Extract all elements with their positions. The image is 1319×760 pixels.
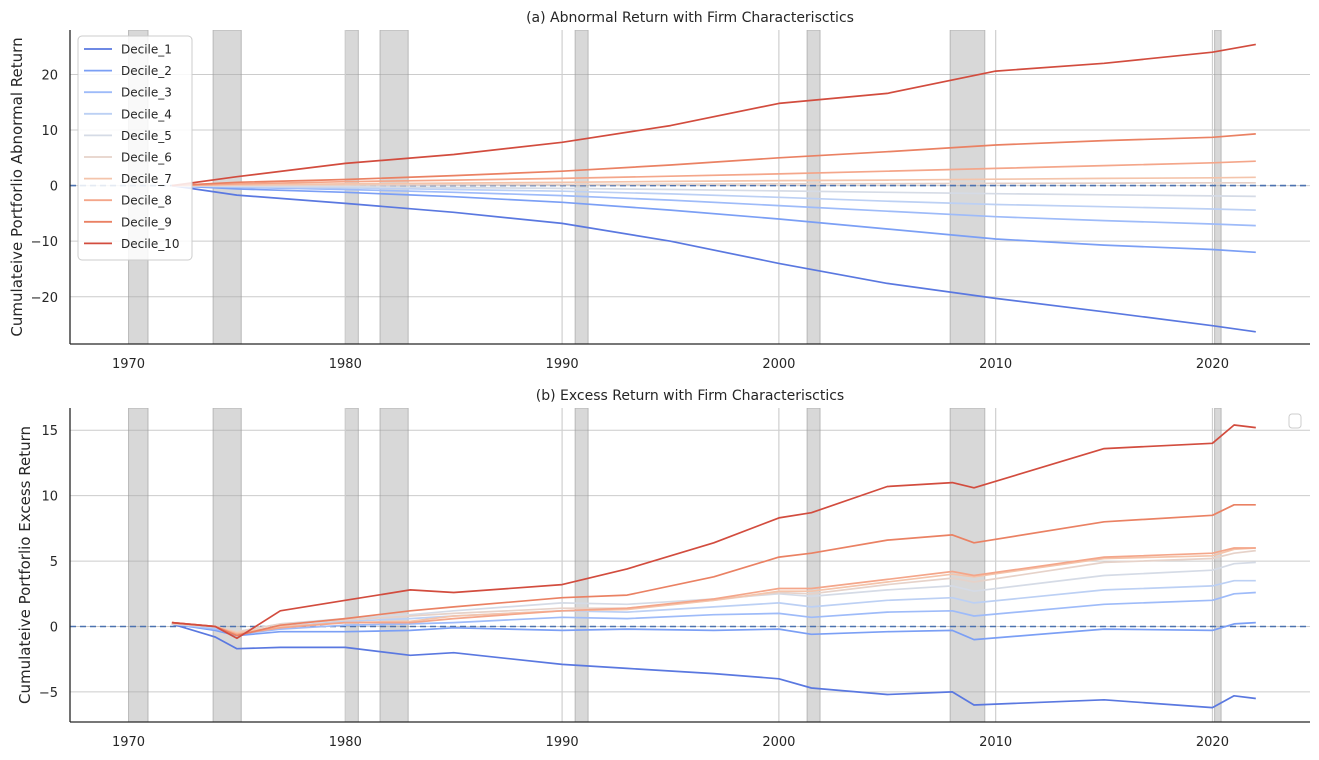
y-tick-label: −20 (31, 291, 58, 306)
recession-band (344, 408, 359, 722)
legend-label: Decile_3 (121, 86, 172, 100)
x-tick-label: 1980 (329, 357, 362, 372)
recession-band (949, 30, 986, 344)
y-axis-label: Cumulateive Portforlio Abnormal Return (8, 37, 26, 336)
y-tick-label: 0 (50, 620, 58, 635)
series-line-decile-2 (171, 184, 1256, 254)
legend-label: Decile_1 (121, 43, 172, 57)
legend (1288, 413, 1302, 429)
y-tick-label: 20 (41, 68, 58, 83)
legend-label: Decile_4 (121, 107, 172, 121)
x-tick-label: 2010 (979, 735, 1012, 750)
series-line-decile-7 (171, 547, 1256, 634)
panel-excess-return: 1970 1980 1990 2000 2010 2020 −5 0 5 10 15 (b) Exce… (16, 388, 1310, 750)
recession-band (379, 408, 409, 722)
y-tick-label: 0 (50, 180, 58, 195)
series-line-decile-1 (171, 184, 1256, 333)
x-tick-label: 2000 (762, 735, 795, 750)
legend-label: Decile_7 (121, 172, 172, 186)
series-line-decile-7 (171, 176, 1256, 187)
x-tick-label: 2010 (979, 357, 1012, 372)
recession-band (574, 30, 589, 344)
legend-label: Decile_2 (121, 64, 172, 78)
x-tick-label: 2000 (762, 357, 795, 372)
y-tick-label: 10 (41, 124, 58, 139)
recession-band (1214, 30, 1222, 344)
x-tick-label: 1980 (329, 735, 362, 750)
series-line-decile-1 (171, 623, 1256, 709)
legend-label: Decile_9 (121, 215, 172, 229)
series-line-decile-10 (171, 424, 1256, 640)
x-tick-label: 2020 (1196, 735, 1229, 750)
series-line-decile-8 (171, 160, 1256, 187)
recession-band (212, 408, 242, 722)
legend-label: Decile_8 (121, 194, 172, 208)
legend: Decile_1 Decile_2 Decile_3 Decile_4 Decile_5… (77, 35, 193, 261)
legend-label: Decile_6 (121, 151, 172, 165)
series-line-decile-9 (171, 503, 1256, 637)
series-line-decile-5 (171, 184, 1256, 198)
y-tick-label: 10 (41, 490, 58, 505)
x-tick-label: 1970 (112, 357, 145, 372)
panel-abnormal-return: 1970 1980 1990 2000 2010 2020 −20 −10 0 10 20 (a) A… (8, 10, 1310, 372)
legend-box (1288, 413, 1302, 429)
recession-band (574, 408, 589, 722)
y-tick-label: 5 (50, 555, 58, 570)
recession-band (806, 30, 821, 344)
series-line-decile-8 (171, 547, 1256, 636)
y-tick-label: −10 (31, 235, 58, 250)
series-line-decile-3 (171, 591, 1256, 636)
chart-title: (a) Abnormal Return with Firm Characteri… (526, 10, 854, 26)
y-tick-label: 15 (41, 424, 58, 439)
series-line-decile-9 (171, 133, 1256, 187)
series-line-decile-4 (171, 184, 1256, 211)
x-tick-label: 1990 (546, 357, 579, 372)
y-axis-label: Cumulateive Portforlio Excess Return (16, 426, 34, 704)
x-tick-label: 1970 (112, 735, 145, 750)
chart-title: (b) Excess Return with Firm Characterisc… (536, 388, 844, 404)
series-line-decile-6 (171, 181, 1256, 187)
legend-label: Decile_5 (121, 129, 172, 143)
legend-label: Decile_10 (121, 237, 180, 251)
series-line-decile-3 (171, 184, 1256, 227)
x-tick-label: 1990 (546, 735, 579, 750)
plot-area (70, 408, 1310, 722)
x-tick-label: 2020 (1196, 357, 1229, 372)
recession-band (806, 408, 821, 722)
recession-band (1214, 408, 1222, 722)
recession-band (128, 408, 149, 722)
series-line-decile-2 (171, 621, 1256, 641)
recession-band (949, 408, 986, 722)
series-line-decile-10 (171, 43, 1256, 187)
y-tick-label: −5 (39, 686, 58, 701)
